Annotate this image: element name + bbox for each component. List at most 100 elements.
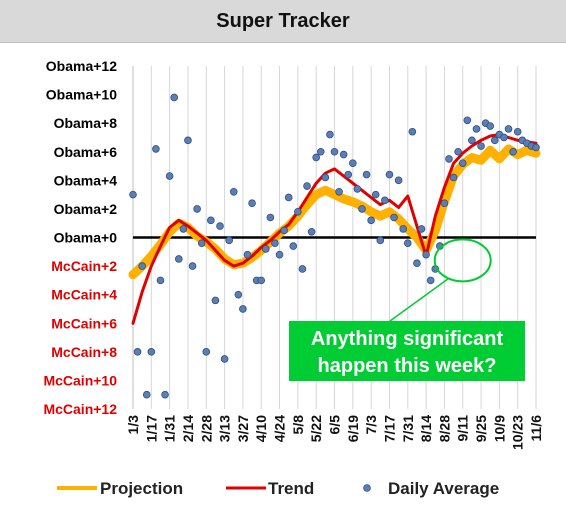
daily-average-point [197, 239, 206, 248]
daily-average-point [371, 190, 380, 199]
daily-average-point [445, 155, 453, 163]
y-tick-label: Obama+2 [54, 201, 118, 217]
daily-average-point [458, 159, 467, 167]
daily-average-point [385, 170, 394, 179]
y-tick-label: Obama+6 [54, 144, 118, 160]
daily-average-point [207, 216, 215, 225]
daily-average-point [307, 227, 316, 236]
y-tick-label: McCain+8 [51, 344, 117, 360]
x-tick-label: 6/5 [327, 415, 343, 435]
trend-series [131, 133, 538, 325]
daily-average-point [211, 296, 220, 305]
daily-average-point [202, 348, 211, 356]
daily-average-series [129, 93, 540, 399]
daily-average-point [220, 355, 229, 363]
y-tick-label: Obama+12 [46, 58, 117, 74]
daily-average-point [339, 150, 348, 159]
daily-average-point [532, 143, 540, 152]
daily-average-point [367, 216, 375, 225]
callout-pointer [389, 277, 450, 322]
daily-average-point [513, 127, 522, 136]
x-tick-label: 10/23 [510, 415, 526, 450]
x-tick-label: 9/11 [455, 415, 471, 442]
legend-trend-label: Trend [268, 479, 314, 498]
daily-average-point [142, 390, 151, 399]
daily-average-point [147, 348, 156, 356]
daily-average-point [316, 147, 325, 156]
daily-average-point [280, 226, 288, 235]
daily-average-point [376, 236, 385, 245]
daily-average-point [344, 170, 353, 179]
legend-projection-label: Projection [100, 479, 183, 498]
daily-average-point [362, 170, 371, 179]
daily-average-point [234, 290, 243, 299]
legend: Projection Trend Daily Average [57, 479, 499, 498]
annotation-callout: Anything significant happen this week? [289, 238, 525, 381]
daily-average-point [321, 173, 330, 182]
daily-average-point [486, 122, 495, 130]
x-tick-label: 7/3 [363, 415, 379, 435]
daily-average-point [312, 153, 320, 162]
daily-average-point [257, 276, 266, 285]
daily-average-point [468, 136, 476, 145]
daily-average-point [174, 255, 183, 263]
daily-average-point [454, 147, 462, 156]
y-tick-label: Obama+8 [54, 115, 118, 131]
y-tick-label: Obama+4 [54, 172, 118, 188]
daily-average-point [133, 348, 142, 356]
x-tick-label: 5/8 [290, 415, 306, 435]
y-tick-label: McCain+6 [51, 315, 117, 331]
annotation-text-line1: Anything significant [311, 328, 504, 350]
daily-average-point [294, 207, 302, 216]
y-tick-label: McCain+10 [43, 372, 117, 388]
daily-average-point [229, 187, 238, 196]
daily-average-point [417, 225, 426, 233]
x-tick-label: 4/10 [253, 415, 269, 442]
daily-average-point [509, 147, 517, 156]
daily-average-point [193, 205, 201, 213]
daily-average-point [262, 245, 270, 253]
daily-average-point [266, 213, 275, 222]
y-tick-label: Obama+0 [54, 230, 118, 246]
projection-series [128, 144, 541, 280]
daily-average-point [399, 225, 407, 233]
x-tick-label: 2/14 [180, 415, 196, 442]
daily-average-point [165, 172, 174, 180]
daily-average-point [500, 133, 508, 142]
title-bar [0, 0, 566, 43]
x-tick-label: 3/13 [217, 415, 233, 442]
x-tick-label: 8/14 [418, 415, 434, 442]
daily-average-point [330, 147, 339, 156]
daily-average-point [239, 305, 247, 313]
daily-average-point [335, 187, 343, 196]
x-tick-label: 3/27 [235, 415, 251, 442]
x-tick-label: 8/28 [436, 415, 452, 442]
legend-daily-label: Daily Average [388, 479, 499, 498]
trend-line [131, 133, 538, 325]
daily-average-point [353, 185, 362, 193]
daily-average-point [275, 250, 284, 259]
y-tick-label: McCain+12 [43, 401, 117, 417]
x-tick-label: 1/3 [125, 415, 141, 435]
daily-average-point [243, 250, 252, 259]
daily-average-point [271, 239, 279, 248]
daily-average-point [298, 265, 307, 273]
daily-average-point [490, 136, 499, 145]
annotation-text-line2: happen this week? [318, 355, 497, 377]
daily-average-point [504, 125, 513, 133]
projection-line [128, 144, 541, 280]
x-tick-label: 6/19 [345, 415, 361, 442]
daily-average-point [426, 276, 435, 285]
y-tick-label: Obama+10 [46, 87, 117, 103]
daily-average-point [152, 145, 160, 153]
x-tick-label: 4/24 [272, 415, 288, 442]
x-tick-label: 10/9 [491, 415, 507, 442]
daily-average-point [170, 93, 179, 102]
daily-average-point [184, 136, 192, 145]
x-tick-label: 1/31 [162, 415, 178, 442]
daily-average-point [225, 236, 233, 245]
daily-average-point [156, 276, 165, 285]
daily-average-point [216, 222, 224, 230]
y-axis-tick-labels: Obama+12 Obama+10 Obama+8 Obama+6 Obama+4 Oba… [43, 58, 117, 417]
